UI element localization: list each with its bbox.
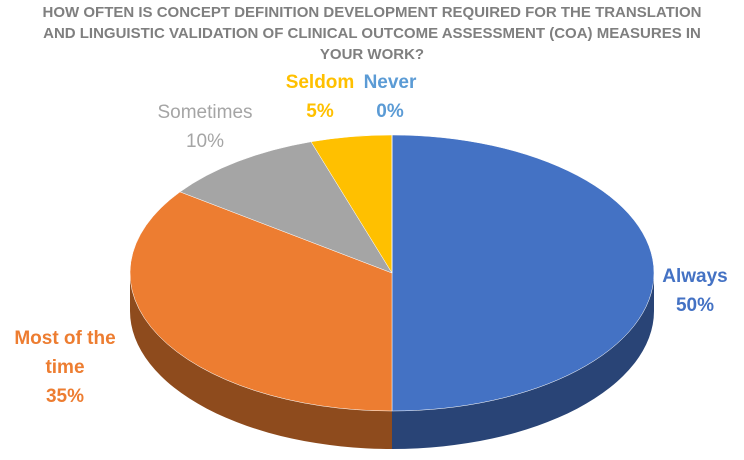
slice xyxy=(391,134,655,412)
category-label: Never xyxy=(363,72,417,93)
value-label: 35% xyxy=(45,386,85,407)
slice-label: Sometimes 10% xyxy=(150,98,260,156)
category-label: Sometimes xyxy=(157,102,253,123)
value-label: 0% xyxy=(376,101,404,122)
category-label: Always xyxy=(662,266,728,287)
category-label: Most of the time xyxy=(14,328,116,378)
category-label: Seldom xyxy=(285,72,355,93)
chart-title: HOW OFTEN IS CONCEPT DEFINITION DEVELOPM… xyxy=(42,4,702,63)
slice-label: Always 50% xyxy=(650,262,740,320)
slice-side xyxy=(130,273,392,449)
value-label: 10% xyxy=(185,131,225,152)
slice-label: Seldom 5% xyxy=(285,68,355,126)
slice-side xyxy=(392,273,654,449)
slice-label: Most of the time 35% xyxy=(0,324,130,411)
value-label: 50% xyxy=(675,295,715,316)
value-label: 5% xyxy=(306,101,334,122)
slice xyxy=(179,141,393,274)
slice xyxy=(129,191,393,412)
slice-label: Never 0% xyxy=(355,68,425,126)
